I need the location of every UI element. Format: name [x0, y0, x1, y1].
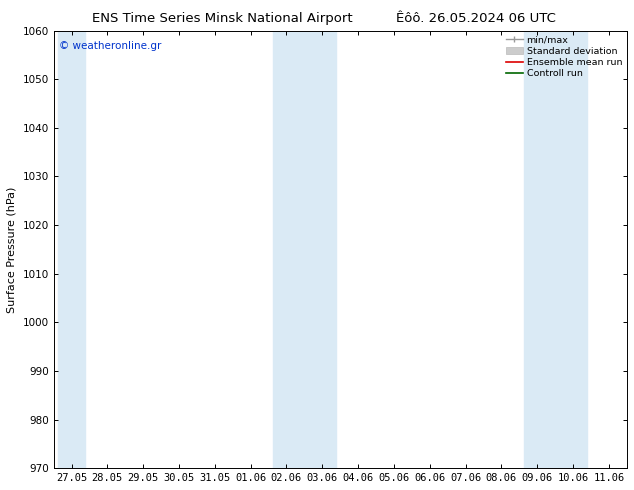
Text: Êôô. 26.05.2024 06 UTC: Êôô. 26.05.2024 06 UTC: [396, 12, 555, 25]
Legend: min/max, Standard deviation, Ensemble mean run, Controll run: min/max, Standard deviation, Ensemble me…: [503, 32, 625, 81]
Text: © weatheronline.gr: © weatheronline.gr: [60, 42, 162, 51]
Bar: [273, 30, 336, 468]
Bar: [58, 30, 85, 468]
Text: ENS Time Series Minsk National Airport: ENS Time Series Minsk National Airport: [91, 12, 353, 25]
Y-axis label: Surface Pressure (hPa): Surface Pressure (hPa): [7, 186, 17, 313]
Bar: [524, 30, 586, 468]
